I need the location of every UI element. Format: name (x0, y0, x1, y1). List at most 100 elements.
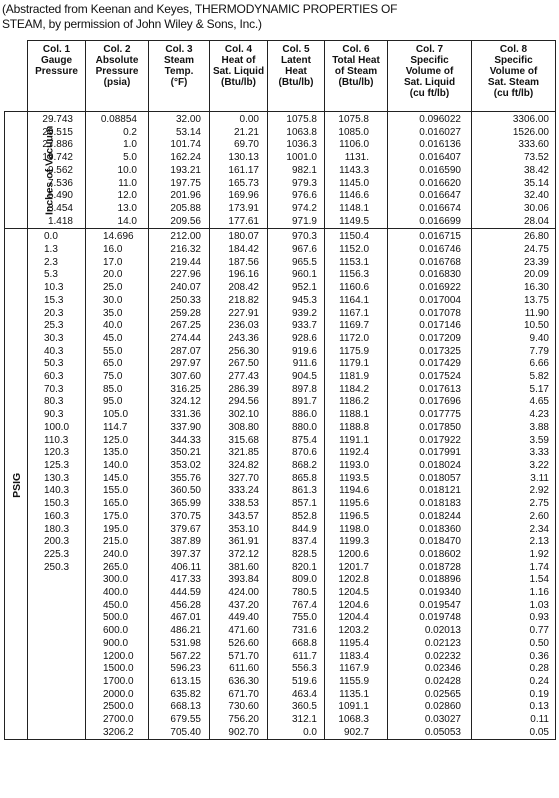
table-cell-col-8: 23.39 (471, 256, 556, 270)
table-cell-col-4: 327.70 (209, 472, 268, 486)
table-row: 2.3 17.0 219.44 187.56 965.5 1153.1 0.016768 23… (5, 256, 556, 270)
table-cell-col-1: 5.490 (27, 190, 86, 203)
table-cell-col-3: 101.74 (148, 139, 210, 153)
table-cell-col-5: 820.1 (267, 561, 325, 575)
table-cell-col-2: 12.0 (85, 190, 149, 203)
table-cell-col-6: 1195.4 (324, 637, 388, 651)
column-header-line: Heat (285, 66, 307, 77)
table-cell-col-8: 0.77 (471, 625, 556, 638)
column-header-line: Temp. (164, 66, 194, 77)
table-cell-col-5: 982.1 (267, 164, 325, 178)
table-cell-col-7: 0.017004 (387, 294, 472, 308)
table-cell-col-5: 952.1 (267, 282, 325, 295)
table-cell-col-1: 3.454 (27, 202, 86, 216)
table-cell-col-1: 120.3 (27, 447, 86, 460)
table-cell-col-3: 197.75 (148, 177, 210, 191)
table-cell-col-1: 0.0 (27, 228, 86, 245)
table-cell-col-6: 1184.2 (324, 383, 388, 397)
table-cell-col-1: 27.886 (27, 139, 86, 153)
table-cell-col-4: 756.20 (209, 714, 268, 727)
table-cell-col-5: 891.7 (267, 396, 325, 410)
table-cell-col-7: 0.016746 (387, 244, 472, 257)
table-cell-col-7: 0.02565 (387, 688, 472, 702)
table-cell-col-7: 0.017922 (387, 434, 472, 448)
table-cell-col-2: 165.0 (85, 498, 149, 511)
table-cell-col-3: 227.96 (148, 269, 210, 283)
table-cell-col-1: 25.3 (27, 320, 86, 333)
table-cell-col-5: 928.6 (267, 332, 325, 346)
table-cell-col-6: 1201.7 (324, 561, 388, 575)
table-row: 600.0 486.21 471.60 731.6 1203.2 0.02013 0.77 (5, 625, 556, 638)
table-cell-col-8: 32.40 (471, 190, 556, 203)
table-cell-col-6: 1203.2 (324, 625, 388, 638)
column-header-line: Col. 2 (103, 44, 131, 55)
table-cell-col-2: 2000.0 (85, 688, 149, 702)
column-header-line: Heat of (221, 55, 256, 66)
table-cell-col-2: 25.0 (85, 282, 149, 295)
table-row: 2000.0 635.82 671.70 463.4 1135.1 0.02565 0.19 (5, 688, 556, 702)
table-cell-col-1: 2.3 (27, 256, 86, 270)
table-cell-col-4: 424.00 (209, 587, 268, 600)
table-cell-col-6: 1167.9 (324, 663, 388, 676)
header-row: Col. 1 Gauge Pressure Col. 2 Absolute Pressur… (4, 40, 556, 112)
column-header-line: (Btu/lb) (338, 77, 374, 88)
table-cell-col-5: 360.5 (267, 701, 325, 715)
table-cell-col-6: 1202.8 (324, 574, 388, 588)
table-cell-col-8: 4.23 (471, 409, 556, 422)
table-row: 27.886 1.0 101.74 69.70 1036.3 1106.0 0.016136… (5, 139, 556, 153)
table-cell-col-1 (27, 599, 86, 613)
table-cell-col-3: 219.44 (148, 256, 210, 270)
table-cell-col-5: 837.4 (267, 536, 325, 549)
table-body: Inches of Vacuum 29.743 0.08854 32.00 0.00 10… (4, 110, 556, 741)
column-header-line: (Btu/lb) (221, 77, 256, 88)
table-cell-col-7: 0.016027 (387, 126, 472, 140)
table-cell-col-6: 1131. (324, 152, 388, 165)
table-cell-col-5: 868.2 (267, 459, 325, 473)
table-cell-col-2: 95.0 (85, 396, 149, 410)
table-cell-col-5: 780.5 (267, 587, 325, 600)
table-cell-col-4: 372.12 (209, 548, 268, 562)
table-row: 5.490 12.0 201.96 169.96 976.6 1146.6 0.016647… (5, 190, 556, 203)
table-cell-col-5: 880.0 (267, 421, 325, 435)
table-cell-col-4: 324.82 (209, 459, 268, 473)
table-cell-col-5: 809.0 (267, 574, 325, 588)
table-cell-col-1: 60.3 (27, 371, 86, 384)
table-cell-col-5: 852.8 (267, 510, 325, 524)
table-cell-col-5: 886.0 (267, 409, 325, 422)
table-cell-col-3: 337.90 (148, 421, 210, 435)
table-cell-col-2: 1500.0 (85, 663, 149, 676)
table-cell-col-6: 1167.1 (324, 307, 388, 321)
table-cell-col-1: 150.3 (27, 498, 86, 511)
table-cell-col-5: 731.6 (267, 625, 325, 638)
table-cell-col-4: 343.57 (209, 510, 268, 524)
column-header-line: Col. 4 (224, 44, 253, 55)
table-cell-col-7: 0.017146 (387, 320, 472, 333)
table-cell-col-1 (27, 701, 86, 715)
table-cell-col-1: 1.418 (27, 215, 86, 230)
table-cell-col-6: 1204.4 (324, 612, 388, 626)
table-cell-col-6: 1179.1 (324, 358, 388, 372)
table-cell-col-6: 1191.1 (324, 434, 388, 448)
table-caption: (Abstracted from Keenan and Keyes, THERM… (2, 2, 554, 32)
table-row: 1.3 16.0 216.32 184.42 967.6 1152.0 0.016746 24… (5, 244, 556, 257)
table-cell-col-5: 875.4 (267, 434, 325, 448)
table-cell-col-2: 0.2 (85, 126, 149, 140)
table-cell-col-7: 0.02123 (387, 637, 472, 651)
table-cell-col-1: 40.3 (27, 345, 86, 359)
table-cell-col-4: 218.82 (209, 294, 268, 308)
table-row: 2700.0 679.55 756.20 312.1 1068.3 0.03027 0.11 (5, 714, 556, 727)
table-cell-col-6: 1148.1 (324, 202, 388, 216)
column-header-line: Steam (163, 55, 194, 66)
table-cell-col-5: 897.8 (267, 383, 325, 397)
table-cell-col-4: 243.36 (209, 332, 268, 346)
table-row: 140.3 155.0 360.50 333.24 861.3 1194.6 0.01812… (5, 485, 556, 499)
table-cell-col-7: 0.016647 (387, 190, 472, 203)
table-cell-col-5: 976.6 (267, 190, 325, 203)
table-cell-col-8: 20.09 (471, 269, 556, 283)
table-cell-col-8: 3.59 (471, 434, 556, 448)
table-cell-col-2: 114.7 (85, 421, 149, 435)
table-row: 120.3 135.0 350.21 321.85 870.6 1192.4 0.01799… (5, 447, 556, 460)
table-row: 7.536 11.0 197.75 165.73 979.3 1145.0 0.016620… (5, 177, 556, 191)
table-cell-col-8: 3.33 (471, 447, 556, 460)
table-cell-col-2: 155.0 (85, 485, 149, 499)
